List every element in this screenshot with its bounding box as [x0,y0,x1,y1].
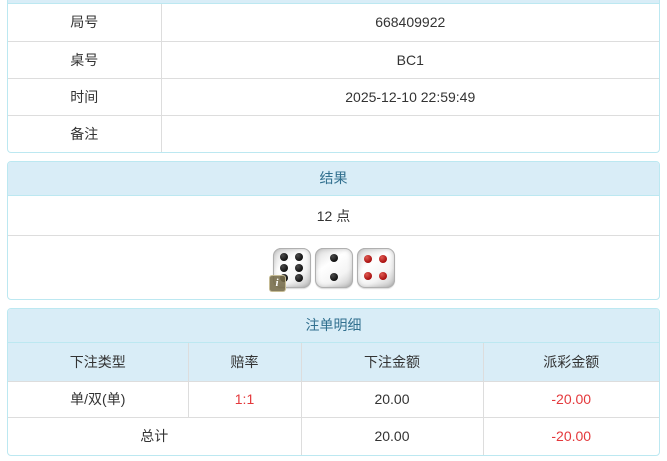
col-header-bet-type: 下注类型 [8,343,188,382]
game-info-table: 局号 668409922 桌号 BC1 时间 2025-12-10 22:59:… [8,4,659,152]
die-3-showing-4 [356,247,395,288]
col-header-payout: 派彩金额 [482,343,659,382]
table-header-row: 下注类型 赔率 下注金额 派彩金额 [8,343,659,382]
table-number-label: 桌号 [8,40,162,78]
table-row: 局号 668409922 [8,4,659,41]
remark-label: 备注 [8,114,162,152]
result-panel: 结果 12 点 i [7,161,660,300]
payout-value: -20.00 [482,381,659,417]
die-pip [379,272,388,281]
game-info-panel: 局号 668409922 桌号 BC1 时间 2025-12-10 22:59:… [7,0,660,153]
table-row: 时间 2025-12-10 22:59:49 [8,77,659,115]
remark-value [161,114,659,152]
table-row: 桌号 BC1 [8,40,659,78]
info-icon[interactable]: i [268,274,286,292]
total-bet-amount: 20.00 [300,416,483,455]
die-pip [294,263,303,272]
die-pip [280,263,289,272]
table-total-row: 总计 20.00 -20.00 [8,416,659,455]
total-payout: -20.00 [482,416,659,455]
col-header-bet-amount: 下注金额 [300,343,483,382]
die-pip [363,272,372,281]
time-value: 2025-12-10 22:59:49 [161,77,659,115]
total-label: 总计 [8,416,301,455]
round-id-label: 局号 [8,4,162,41]
die-pip [294,273,303,282]
die-1-showing-6: i [268,247,311,292]
round-id-value: 668409922 [375,14,446,31]
table-row: 单/双(单) 1:1 20.00 -20.00 [8,381,659,417]
col-header-odds: 赔率 [187,343,301,382]
die-pip [329,253,338,262]
die-pip [294,253,303,262]
dice-row: i [8,236,659,299]
game-info-panel-heading-cutoff [8,0,659,4]
die-2-showing-2 [314,247,353,288]
die-pip [363,254,372,263]
die-pip [329,273,338,282]
odds-value: 1:1 [187,381,301,417]
bet-details-panel: 注单明细 下注类型 赔率 下注金额 派彩金额 单/双(单) 1:1 20.00 … [7,308,660,456]
die-pip [379,254,388,263]
bet-amount-value: 20.00 [300,381,483,417]
table-row: 备注 [8,114,659,152]
bet-details-title: 注单明细 [8,309,659,343]
die-pip [280,253,289,262]
result-panel-title: 结果 [8,162,659,196]
time-label: 时间 [8,77,162,115]
table-number-value: BC1 [161,40,659,78]
bet-type-value: 单/双(单) [70,391,126,407]
bet-details-table: 下注类型 赔率 下注金额 派彩金额 单/双(单) 1:1 20.00 -20.0… [8,343,659,455]
result-points: 12 点 [8,196,659,236]
